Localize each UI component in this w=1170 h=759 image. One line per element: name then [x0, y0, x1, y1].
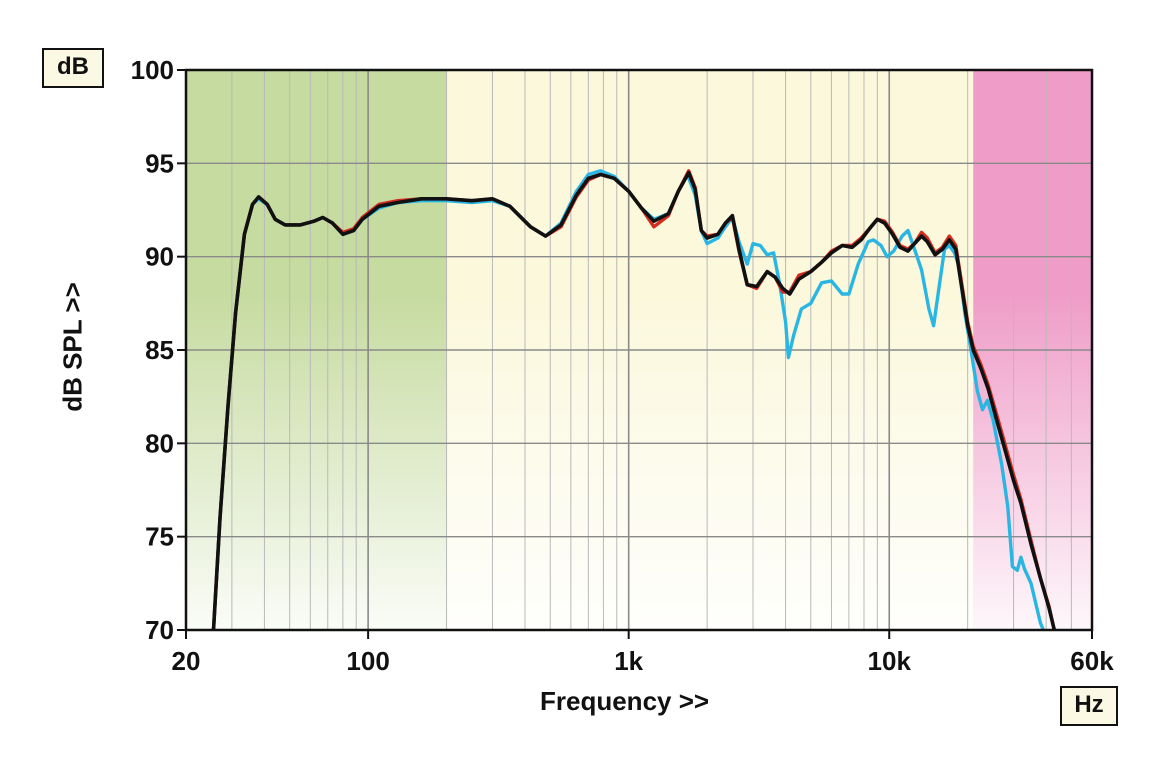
y-tick-label: 100: [131, 55, 174, 85]
x-axis-title: Frequency >>: [540, 686, 710, 716]
x-tick-label: 20: [172, 646, 201, 676]
series-lines: [211, 169, 1057, 630]
x-tick-label: 100: [346, 646, 389, 676]
axis-ticks: 70 75 80 85 90 95 100 20 100 1k 10k 60k: [131, 55, 1115, 676]
y-tick-label: 70: [145, 615, 174, 645]
y-unit-box: dB: [42, 48, 104, 88]
series-line-2: [211, 170, 1057, 630]
y-axis-title: dB SPL >>: [57, 282, 88, 412]
y-tick-label: 95: [145, 148, 174, 178]
y-tick-label: 85: [145, 335, 174, 365]
x-unit-box: Hz: [1060, 686, 1118, 726]
y-tick-label: 75: [145, 522, 174, 552]
y-tick-label: 90: [145, 242, 174, 272]
x-tick-label: 1k: [614, 646, 643, 676]
y-tick-label: 80: [145, 428, 174, 458]
x-tick-label: 10k: [868, 646, 912, 676]
x-tick-label: 60k: [1070, 646, 1114, 676]
